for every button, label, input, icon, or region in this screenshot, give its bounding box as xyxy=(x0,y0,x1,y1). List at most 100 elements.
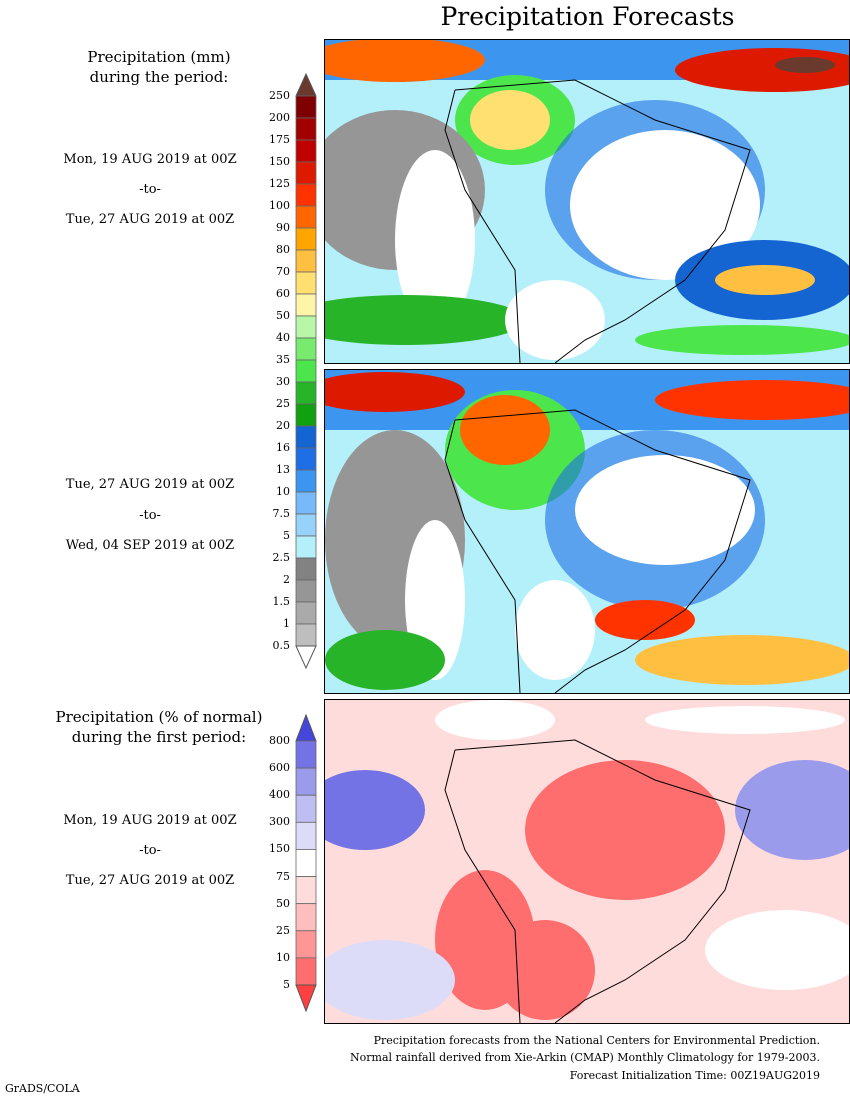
precip-colorbar-bar xyxy=(295,73,317,669)
precip-colorbar-segment xyxy=(295,117,317,141)
precip-map-week1 xyxy=(325,40,849,363)
percent-colorbar-segment xyxy=(295,821,317,850)
precip-colorbar-tick-label: 175 xyxy=(269,133,290,146)
precip-colorbar-segment xyxy=(295,205,317,229)
panel1-start-date: Mon, 19 AUG 2019 at 00Z xyxy=(63,152,237,167)
credit: GrADS/COLA xyxy=(5,1082,80,1095)
precip-colorbar-tick-label: 2 xyxy=(283,573,290,586)
precip-colorbar-segment xyxy=(295,425,317,449)
precip-colorbar-top-arrow xyxy=(295,73,317,97)
panel3-to: -to- xyxy=(139,843,161,858)
percent-colorbar-segment xyxy=(295,957,317,986)
percent-colorbar-tick-label: 400 xyxy=(269,788,290,802)
percent-colorbar-segment xyxy=(295,794,317,823)
precip-colorbar-segment xyxy=(295,161,317,185)
precip-colorbar-tick-label: 80 xyxy=(276,243,290,256)
precip-colorbar-segment xyxy=(295,359,317,383)
precip-colorbar-segment xyxy=(295,579,317,603)
percent-colorbar-bar xyxy=(295,714,317,1012)
percent-colorbar-segment xyxy=(295,903,317,932)
precip-colorbar-segment xyxy=(295,337,317,361)
precip-colorbar-segment xyxy=(295,315,317,339)
precip-colorbar-segment xyxy=(295,249,317,273)
percent-colorbar-tick-label: 150 xyxy=(269,842,290,856)
precip-colorbar-segment xyxy=(295,227,317,251)
precip-colorbar-segment xyxy=(295,535,317,559)
precip-colorbar-segment xyxy=(295,623,317,647)
panel1-subheading: during the period: xyxy=(89,68,229,86)
percent-colorbar-segment xyxy=(295,876,317,905)
percent-colorbar-tick-label: 50 xyxy=(276,896,290,910)
precip-colorbar-segment xyxy=(295,95,317,119)
precip-colorbar-tick-label: 100 xyxy=(269,199,290,212)
panel3-subheading: during the first period: xyxy=(71,728,247,746)
footer-source: Precipitation forecasts from the Nationa… xyxy=(373,1034,820,1047)
percent-colorbar-tick-label: 5 xyxy=(283,978,290,991)
percent-colorbar-tick-label: 600 xyxy=(269,761,290,775)
percent-colorbar-tick-label: 800 xyxy=(269,734,290,747)
panel2-to: -to- xyxy=(139,508,161,523)
precip-colorbar-segment xyxy=(295,601,317,625)
precip-colorbar-tick-label: 40 xyxy=(276,331,290,344)
precip-colorbar-tick-label: 30 xyxy=(276,375,290,388)
precip-colorbar-tick-label: 13 xyxy=(276,463,290,476)
precip-colorbar-tick-label: 70 xyxy=(276,265,290,278)
panel2-end-date: Wed, 04 SEP 2019 at 00Z xyxy=(65,538,235,553)
precip-colorbar-tick-label: 60 xyxy=(276,287,290,300)
panel3-end-date: Tue, 27 AUG 2019 at 00Z xyxy=(65,873,235,888)
precip-colorbar-segment xyxy=(295,381,317,405)
precip-colorbar-segment xyxy=(295,271,317,295)
footer-init-time: Forecast Initialization Time: 00Z19AUG20… xyxy=(569,1069,820,1082)
panel2-start-date: Tue, 27 AUG 2019 at 00Z xyxy=(65,477,235,492)
percent-normal-map xyxy=(325,700,849,1023)
panel1-to: -to- xyxy=(139,182,161,197)
precip-colorbar-segment xyxy=(295,293,317,317)
precip-colorbar-segment xyxy=(295,491,317,515)
percent-colorbar-tick-label: 75 xyxy=(276,869,290,883)
precip-colorbar-segment xyxy=(295,513,317,537)
precip-colorbar-tick-label: 20 xyxy=(276,419,290,432)
precip-colorbar-tick-label: 5 xyxy=(283,529,290,542)
percent-colorbar-segment xyxy=(295,767,317,796)
map-panel-week2 xyxy=(324,369,850,694)
precip-colorbar-tick-label: 2.5 xyxy=(272,551,291,564)
precip-colorbar-tick-label: 250 xyxy=(269,89,290,102)
precip-colorbar-tick-label: 7.5 xyxy=(272,507,291,520)
precip-colorbar-tick-label: 0.5 xyxy=(272,639,291,652)
percent-colorbar-segment xyxy=(295,849,317,877)
panel3-start-date: Mon, 19 AUG 2019 at 00Z xyxy=(63,813,237,828)
map-panel-percent-normal xyxy=(324,699,850,1024)
percent-colorbar-tick-label: 300 xyxy=(269,815,290,829)
panel3-heading: Precipitation (% of normal) xyxy=(55,708,263,726)
precip-colorbar-segment xyxy=(295,557,317,581)
percent-colorbar-tick-label: 25 xyxy=(276,923,290,937)
precip-colorbar-segment xyxy=(295,403,317,427)
precip-colorbar-tick-label: 200 xyxy=(269,111,290,124)
map-panel-week1 xyxy=(324,39,850,364)
percent-colorbar-bottom-arrow xyxy=(295,984,317,1012)
page-title: Precipitation Forecasts xyxy=(440,2,735,31)
precip-colorbar-tick-label: 16 xyxy=(276,441,290,454)
panel1-end-date: Tue, 27 AUG 2019 at 00Z xyxy=(65,212,235,227)
precip-colorbar-tick-label: 10 xyxy=(276,485,290,498)
precip-colorbar-tick-label: 125 xyxy=(269,177,290,190)
percent-colorbar-segment xyxy=(295,930,317,959)
panel1-heading: Precipitation (mm) xyxy=(87,48,231,66)
precip-colorbar-tick-label: 1 xyxy=(283,617,290,630)
precip-colorbar-bottom-arrow xyxy=(295,645,317,669)
precip-colorbar-segment xyxy=(295,447,317,471)
precip-colorbar-segment xyxy=(295,183,317,207)
precip-colorbar-tick-label: 1.5 xyxy=(272,595,291,608)
percent-colorbar-top-arrow xyxy=(295,714,317,742)
percent-colorbar-segment xyxy=(295,740,317,769)
precip-colorbar-segment xyxy=(295,139,317,163)
percent-colorbar-tick-label: 10 xyxy=(276,950,290,964)
precip-colorbar-tick-label: 150 xyxy=(269,155,290,168)
precip-colorbar-segment xyxy=(295,469,317,493)
precip-colorbar-tick-label: 35 xyxy=(276,353,290,366)
precip-colorbar-tick-label: 25 xyxy=(276,397,290,410)
precip-map-week2 xyxy=(325,370,849,693)
precip-colorbar-tick-label: 90 xyxy=(276,221,290,234)
footer-climatology: Normal rainfall derived from Xie-Arkin (… xyxy=(350,1051,820,1064)
